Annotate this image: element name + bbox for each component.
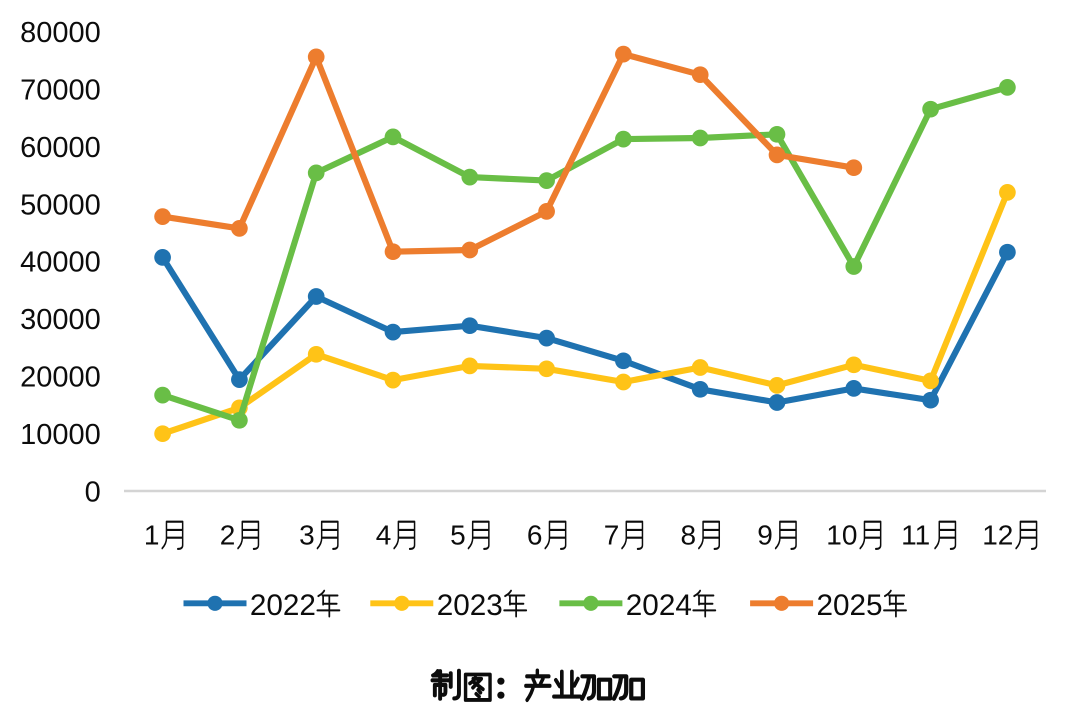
svg-text:5: 5 <box>450 519 466 550</box>
svg-text:40000: 40000 <box>20 247 101 279</box>
svg-text:0: 0 <box>85 476 101 508</box>
svg-text:2023: 2023 <box>437 589 503 622</box>
svg-text:3: 3 <box>299 519 315 550</box>
svg-text:2024: 2024 <box>626 589 692 622</box>
svg-text:8: 8 <box>681 519 697 550</box>
svg-text:80000: 80000 <box>20 17 101 49</box>
svg-text:4: 4 <box>376 519 392 550</box>
svg-text:1: 1 <box>144 519 160 550</box>
svg-text:2025: 2025 <box>817 589 883 622</box>
svg-text:11: 11 <box>901 519 930 550</box>
svg-text:12: 12 <box>982 519 1013 550</box>
svg-text:2: 2 <box>220 519 236 550</box>
svg-text:9: 9 <box>757 519 773 550</box>
svg-text:2022: 2022 <box>250 589 316 622</box>
svg-text:6: 6 <box>527 519 543 550</box>
svg-text:20000: 20000 <box>20 362 101 394</box>
svg-text:70000: 70000 <box>20 74 101 106</box>
svg-text:30000: 30000 <box>20 304 101 336</box>
svg-text:10000: 10000 <box>20 419 101 451</box>
svg-text:50000: 50000 <box>20 189 101 221</box>
svg-text:10: 10 <box>826 519 857 550</box>
svg-text:7: 7 <box>604 519 620 550</box>
svg-text:60000: 60000 <box>20 132 101 164</box>
